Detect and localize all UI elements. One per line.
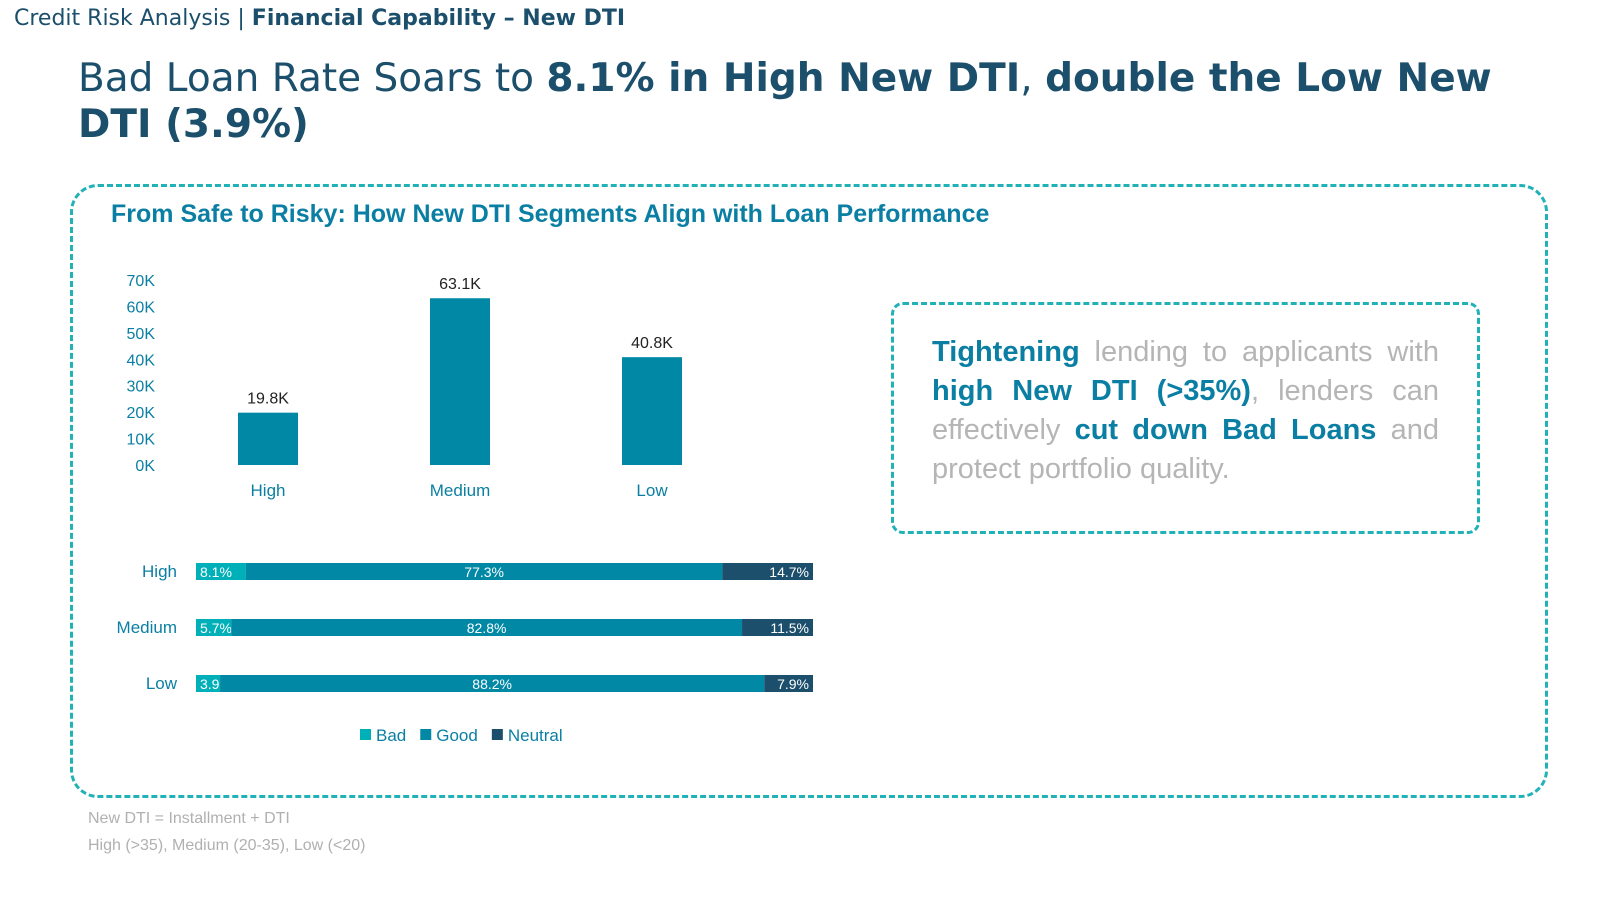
- segment-neutral: [722, 563, 813, 580]
- category-label: Medium: [117, 618, 177, 637]
- category-label: High: [142, 562, 177, 581]
- legend-swatch-good: [420, 729, 432, 740]
- insight-bold: cut down Bad Loans: [1074, 414, 1377, 446]
- footnote-segments: High (>35), Medium (20-35), Low (<20): [88, 837, 366, 854]
- page-title: Bad Loan Rate Soars to 8.1% in High New …: [78, 56, 1498, 148]
- section-label: Credit Risk Analysis: [14, 6, 231, 31]
- title-bold-2: double the Low New DTI (3.9%): [78, 56, 1492, 147]
- y-tick-label: 50K: [127, 326, 156, 343]
- chart-panel: [70, 184, 1548, 798]
- segment-bad: [196, 563, 246, 580]
- y-tick-label: 10K: [127, 432, 156, 449]
- bar-low: [622, 357, 682, 465]
- data-label: 63.1K: [439, 276, 481, 293]
- segment-label: 5.7%: [200, 620, 232, 636]
- segment-good: [231, 619, 743, 636]
- y-tick-label: 40K: [127, 352, 156, 369]
- breadcrumb: Credit Risk Analysis | Financial Capabil…: [14, 6, 625, 31]
- title-bold-1: 8.1% in High New DTI: [546, 56, 1021, 101]
- y-tick-label: 20K: [127, 405, 156, 422]
- legend-label: Good: [436, 726, 478, 745]
- footnote-formula: New DTI = Installment + DTI: [88, 810, 290, 827]
- segment-label: 7.9%: [777, 676, 809, 692]
- segment-label: 77.3%: [464, 564, 504, 580]
- segment-label: 8.1%: [200, 564, 232, 580]
- segment-label: 11.5%: [770, 620, 809, 636]
- segment-label: 88.2%: [472, 676, 512, 692]
- x-tick-label: Medium: [430, 481, 490, 500]
- y-tick-label: 70K: [127, 273, 156, 290]
- legend-label: Bad: [376, 726, 406, 745]
- y-tick-label: 60K: [127, 299, 156, 316]
- insight-text: lending to applicants with: [1079, 336, 1439, 368]
- data-label: 40.8K: [631, 335, 673, 352]
- segment-bad: [196, 675, 221, 692]
- bar-high: [238, 412, 298, 465]
- bar-medium: [430, 298, 490, 465]
- x-tick-label: Low: [636, 481, 668, 500]
- insight-bold: high New DTI (>35%): [932, 375, 1251, 407]
- segment-neutral: [742, 619, 813, 636]
- subsection-label: Financial Capability – New DTI: [251, 6, 626, 31]
- insight-text: and protect portfolio quality.: [932, 414, 1439, 485]
- separator: |: [230, 6, 252, 31]
- y-tick-label: 0K: [135, 458, 155, 475]
- legend-swatch-bad: [360, 729, 371, 740]
- charts: 0K 10K 20K 30K 40K 50K 60K 70K 19.8K High 63.1K Med…: [117, 273, 813, 745]
- segment-label: 82.8%: [467, 620, 507, 636]
- segment-bad: [196, 619, 232, 636]
- insight-box: Tightening lending to applicants with hi…: [891, 302, 1480, 534]
- data-label: 19.8K: [247, 391, 289, 408]
- insight-text: , lenders can effectively: [932, 375, 1440, 446]
- legend-label: Neutral: [508, 726, 563, 745]
- legend-swatch-neutral: [491, 729, 503, 740]
- insight-bold: Tightening: [932, 336, 1080, 368]
- segment-good: [245, 563, 723, 580]
- chart-title: From Safe to Risky: How New DTI Segments…: [111, 200, 990, 228]
- y-tick-label: 30K: [127, 379, 156, 396]
- category-label: Low: [146, 674, 178, 693]
- title-text-2: ,: [1020, 56, 1046, 101]
- x-tick-label: High: [251, 481, 286, 500]
- segment-good: [220, 675, 765, 692]
- segment-neutral: [764, 675, 813, 692]
- title-text: Bad Loan Rate Soars to: [78, 56, 547, 101]
- segment-label: 14.7%: [769, 564, 809, 580]
